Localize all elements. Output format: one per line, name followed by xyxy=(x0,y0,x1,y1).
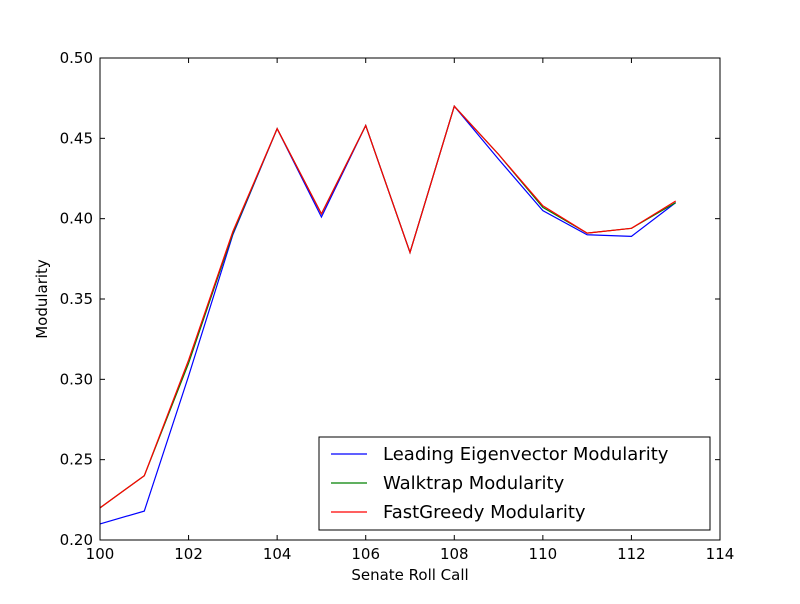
y-tick-label: 0.30 xyxy=(60,370,93,388)
axis-ticks xyxy=(99,57,721,541)
series-lines xyxy=(99,104,677,525)
x-tick-label: 108 xyxy=(440,545,469,563)
x-tick-label: 106 xyxy=(351,545,380,563)
y-tick-label: 0.50 xyxy=(60,49,93,67)
x-tick-label: 110 xyxy=(529,545,558,563)
y-tick-label: 0.25 xyxy=(60,451,93,469)
x-tick-label: 102 xyxy=(174,545,203,563)
y-tick-label: 0.20 xyxy=(60,531,93,549)
x-tick-label: 104 xyxy=(263,545,292,563)
y-axis-label: Modularity xyxy=(33,259,51,339)
y-tick-label: 0.40 xyxy=(60,210,93,228)
legend: Leading Eigenvector Modularity Walktrap M… xyxy=(318,436,711,531)
x-tick-label: 112 xyxy=(617,545,646,563)
legend-label: Walktrap Modularity xyxy=(383,473,565,494)
x-axis-label: Senate Roll Call xyxy=(351,566,468,584)
x-tick-label: 114 xyxy=(706,545,735,563)
legend-label: FastGreedy Modularity xyxy=(383,502,586,523)
series-line-2 xyxy=(99,105,677,509)
y-tick-label: 0.45 xyxy=(60,129,93,147)
axis-tick-labels: 100 102 104 106 108 110 112 114 0.20 0.25 0.30 0.35… xyxy=(60,49,735,563)
x-tick-label: 100 xyxy=(86,545,115,563)
legend-label: Leading Eigenvector Modularity xyxy=(383,444,669,465)
legend-box xyxy=(318,436,711,531)
y-tick-label: 0.35 xyxy=(60,290,93,308)
